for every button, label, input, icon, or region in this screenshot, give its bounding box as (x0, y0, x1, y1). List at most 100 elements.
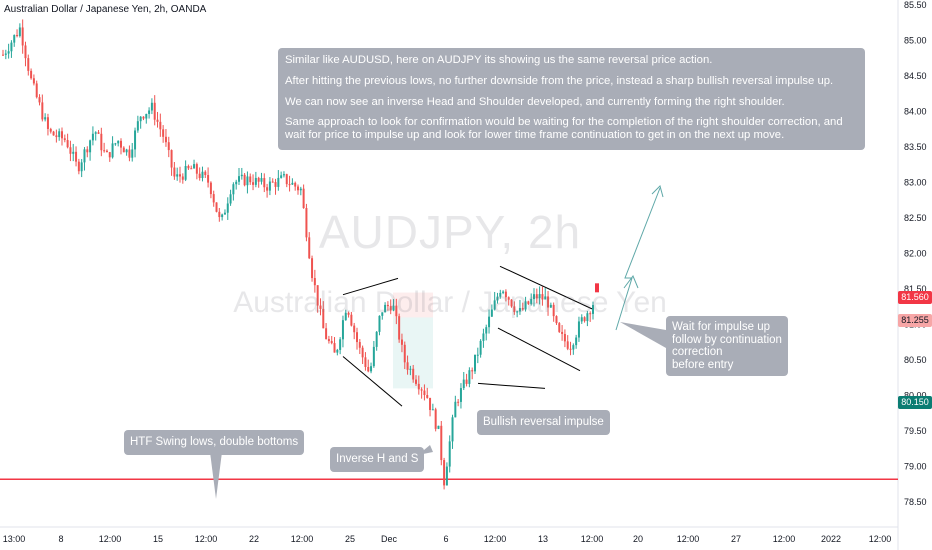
candle-body (58, 131, 61, 138)
candle-body (226, 203, 229, 213)
candle-body (164, 136, 167, 143)
candle-body (558, 323, 561, 332)
x-tick-label: 12:00 (195, 534, 218, 544)
candle-body (136, 121, 139, 131)
candle-body (94, 132, 97, 134)
candle-body (364, 357, 367, 367)
bullish-note-callout[interactable]: Bullish reversal impulse (477, 410, 610, 435)
current-price-tag: 81.560 (898, 291, 932, 304)
candle-body (398, 316, 401, 340)
candle-body (103, 150, 106, 152)
candle-body (462, 379, 465, 389)
ihs-note-callout[interactable]: Inverse H and S (330, 447, 425, 472)
candle-body (459, 388, 462, 402)
y-tick-label: 79.00 (904, 462, 927, 472)
main-note-line-3: We can now see an inverse Head and Shoul… (285, 96, 785, 108)
x-tick-label: 25 (345, 534, 355, 544)
candle-body (583, 317, 586, 322)
candle-body (541, 294, 544, 300)
candle-body (193, 164, 196, 169)
candle-body (395, 305, 398, 317)
candle-body (507, 297, 510, 300)
x-tick-label: 13:00 (3, 534, 26, 544)
candle-body (218, 211, 221, 218)
candle-body (212, 194, 215, 203)
main-note-line-2: After hitting the previous lows, no furt… (285, 75, 834, 87)
candle-body (173, 167, 176, 177)
candle-body (117, 140, 120, 144)
candle-body (327, 339, 330, 342)
y-tick-label: 84.50 (904, 71, 927, 81)
candle-body (55, 135, 58, 138)
y-tick-label: 82.00 (904, 249, 927, 259)
candle-body (308, 237, 311, 259)
candle-body (249, 176, 252, 183)
candle-body (474, 354, 476, 372)
x-tick-label: 20 (633, 534, 643, 544)
candle-body (386, 304, 389, 307)
candle-body (46, 117, 49, 129)
candle-body (423, 390, 426, 396)
candle-body (150, 102, 153, 111)
candle-body (502, 291, 505, 293)
ihs-upper-line (342, 277, 399, 296)
candle-body (572, 345, 575, 350)
main-note-line-4: Same approach to look for confirmation w… (285, 116, 843, 141)
candle-body (333, 343, 336, 353)
candle-body (181, 176, 184, 180)
candle-body (344, 312, 347, 321)
arrow-head-top (651, 185, 664, 198)
candle-body (586, 313, 589, 322)
candle-body (434, 409, 437, 429)
candle-body (549, 304, 552, 308)
candle-body (232, 184, 235, 195)
candle-body (229, 194, 232, 204)
watermark-symbol: AUDJPY, 2h (318, 206, 582, 258)
candle-body (485, 327, 488, 334)
y-tick-label: 83.50 (904, 142, 927, 152)
candle-body (162, 129, 165, 137)
candle-body (443, 460, 446, 486)
channel-upper-line (499, 265, 593, 310)
htf-note-callout[interactable]: HTF Swing lows, double bottoms (124, 430, 305, 455)
candle-body (381, 312, 384, 316)
candle-body (176, 174, 179, 177)
y-tick-label: 78.50 (904, 497, 927, 507)
candle-body (32, 78, 35, 84)
candle-body (415, 379, 417, 384)
candle-body (100, 133, 103, 151)
main-note-callout[interactable]: Similar like AUDUSD, here on AUDJPY its … (278, 48, 865, 150)
x-tick-label: 8 (58, 534, 63, 544)
candle-body (400, 339, 403, 345)
candle-body (77, 161, 80, 172)
candle-body (569, 348, 572, 350)
bid-price-tag: 81.255 (898, 314, 932, 327)
candle-body (246, 176, 249, 186)
candle-body (552, 304, 555, 317)
y-tick-label: 80.00 (904, 391, 927, 401)
main-note-line-1: Similar like AUDUSD, here on AUDJPY its … (285, 54, 713, 66)
candle-body (341, 320, 344, 340)
candle-body (63, 138, 66, 141)
candle-body (27, 58, 30, 71)
candle-body (7, 51, 10, 54)
candle-body (367, 366, 370, 372)
candle-body (440, 425, 443, 461)
candle-body (52, 131, 55, 136)
candle-body (291, 182, 294, 185)
wait-note-line-4: before entry (672, 358, 734, 371)
candle-body (86, 149, 89, 153)
candle-body (561, 331, 564, 334)
candle-body (592, 305, 594, 314)
x-tick-label: 13 (538, 534, 548, 544)
candle-body (120, 140, 122, 148)
wait-note-callout[interactable]: Wait for impulse up follow by continuati… (666, 316, 788, 376)
candle-body (530, 299, 533, 304)
candle-body (580, 317, 583, 322)
x-tick-label: 27 (731, 534, 741, 544)
candle-body (207, 175, 210, 183)
candle-body (493, 300, 496, 310)
candle-body (448, 441, 451, 467)
candle-body (282, 174, 285, 176)
